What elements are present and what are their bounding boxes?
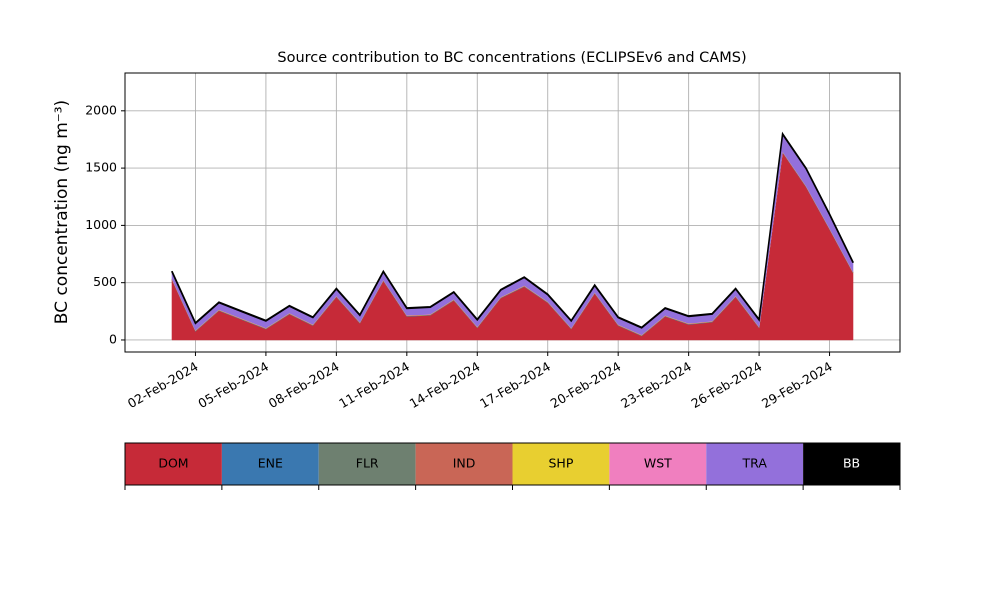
legend-label: BB	[843, 456, 860, 471]
plot-frame	[124, 72, 901, 353]
legend-label: TRA	[742, 456, 768, 471]
legend-label: IND	[453, 456, 476, 471]
x-tick-label: 14-Feb-2024	[407, 359, 483, 411]
y-tick-label: 0	[109, 331, 117, 346]
x-tick-label: 29-Feb-2024	[759, 359, 835, 411]
x-tick-label: 11-Feb-2024	[336, 359, 412, 411]
x-tick-label: 17-Feb-2024	[477, 359, 553, 411]
chart-title: Source contribution to BC concentrations…	[277, 50, 746, 66]
x-tick-label: 08-Feb-2024	[266, 359, 342, 411]
x-tick-label: 02-Feb-2024	[125, 359, 201, 411]
legend-swatch	[609, 443, 707, 485]
legend-swatch	[221, 443, 319, 485]
legend-label: DOM	[158, 456, 188, 471]
legend-swatch	[415, 443, 513, 485]
legend-swatch	[125, 443, 222, 485]
legend-swatch	[512, 443, 610, 485]
legend-label: FLR	[356, 456, 379, 471]
x-tick-label: 23-Feb-2024	[618, 359, 694, 411]
legend-label: ENE	[258, 456, 283, 471]
y-tick-label: 1000	[85, 217, 117, 232]
x-tick-label: 20-Feb-2024	[548, 359, 624, 411]
legend-frame	[124, 442, 901, 486]
y-axis-label: BC concentration (ng m⁻³)	[52, 100, 72, 324]
y-tick-label: 1500	[85, 160, 117, 175]
x-tick-label: 05-Feb-2024	[195, 359, 271, 411]
legend-label: WST	[644, 456, 672, 471]
legend-swatch	[706, 443, 804, 485]
legend-label: SHP	[549, 456, 574, 471]
area	[171, 131, 854, 329]
y-tick-label: 500	[93, 274, 117, 289]
x-tick-label: 26-Feb-2024	[689, 359, 765, 411]
legend-swatch	[803, 443, 900, 485]
y-tick-label: 2000	[85, 102, 117, 117]
legend-swatch	[318, 443, 416, 485]
